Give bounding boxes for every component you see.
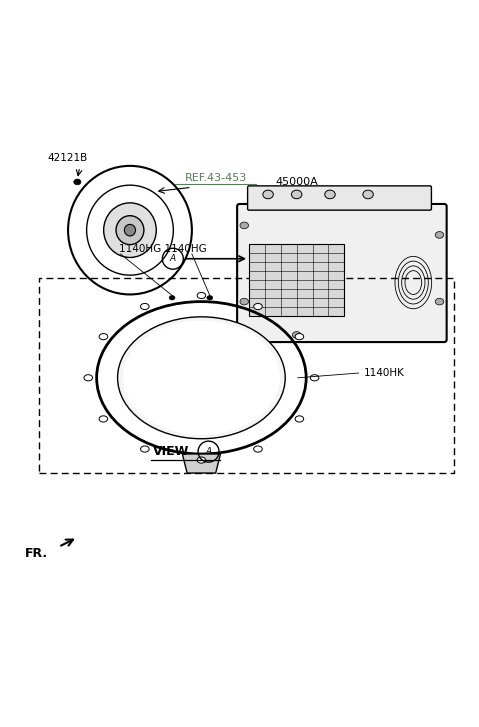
Ellipse shape — [117, 317, 285, 438]
Ellipse shape — [240, 222, 249, 229]
Ellipse shape — [125, 225, 136, 236]
Ellipse shape — [325, 190, 335, 198]
Ellipse shape — [435, 298, 444, 305]
Ellipse shape — [363, 190, 373, 198]
Ellipse shape — [116, 216, 144, 244]
Ellipse shape — [99, 334, 108, 340]
Text: FR.: FR. — [25, 547, 48, 561]
Bar — [249, 244, 344, 316]
FancyBboxPatch shape — [248, 186, 432, 210]
Ellipse shape — [254, 303, 262, 310]
Text: 42121B: 42121B — [48, 153, 88, 163]
Ellipse shape — [254, 446, 262, 452]
Ellipse shape — [263, 190, 274, 198]
Ellipse shape — [295, 334, 304, 340]
Text: A: A — [170, 254, 176, 263]
Text: VIEW: VIEW — [153, 445, 190, 458]
Ellipse shape — [310, 374, 319, 381]
Ellipse shape — [435, 232, 444, 238]
Ellipse shape — [291, 190, 302, 198]
Ellipse shape — [197, 292, 205, 299]
Ellipse shape — [292, 332, 301, 338]
Ellipse shape — [140, 303, 149, 310]
Ellipse shape — [240, 298, 249, 305]
Ellipse shape — [140, 446, 149, 452]
Ellipse shape — [123, 321, 280, 435]
Ellipse shape — [295, 416, 304, 422]
Ellipse shape — [169, 296, 175, 300]
Ellipse shape — [99, 416, 108, 422]
Ellipse shape — [103, 203, 156, 257]
Text: A: A — [205, 447, 212, 456]
Polygon shape — [182, 454, 220, 473]
Text: 1140HG 1140HG: 1140HG 1140HG — [119, 244, 207, 254]
Ellipse shape — [84, 374, 92, 381]
FancyBboxPatch shape — [237, 204, 446, 342]
Text: 45000A: 45000A — [275, 177, 318, 188]
Ellipse shape — [197, 457, 205, 463]
Ellipse shape — [207, 296, 213, 300]
Text: 1140HK: 1140HK — [363, 368, 404, 378]
Text: REF.43-453: REF.43-453 — [184, 172, 247, 182]
Ellipse shape — [74, 179, 81, 185]
